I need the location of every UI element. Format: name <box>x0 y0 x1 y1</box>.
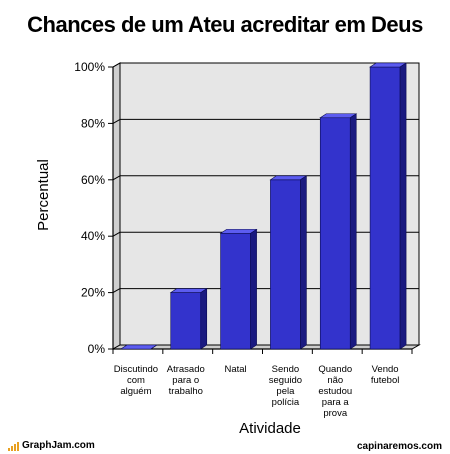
bar-front <box>170 292 202 350</box>
x-tick-label: Atrasado para o trabalho <box>167 364 205 397</box>
graphjam-bars-icon <box>8 442 19 451</box>
gridline-side <box>112 288 121 294</box>
chart-side-wall <box>112 62 121 350</box>
y-tick-label: 80% <box>81 116 105 130</box>
y-tick-label: 40% <box>81 229 105 243</box>
x-tick-label: Quando não estudou para a prova <box>318 364 352 419</box>
bar <box>219 228 258 350</box>
x-tick-label: Vendo futebol <box>371 364 400 386</box>
bar-front <box>369 66 401 350</box>
bar <box>169 288 208 350</box>
bar-side <box>200 288 208 350</box>
y-axis-title: Percentual <box>35 159 52 231</box>
x-tick-label: Sendo seguido pela polícia <box>269 364 302 408</box>
bar <box>269 175 308 350</box>
axes <box>108 66 413 354</box>
y-tick-label: 100% <box>74 60 105 74</box>
graphjam-logo[interactable]: GraphJam.com <box>8 440 95 451</box>
y-tick-label: 20% <box>81 286 105 300</box>
bar <box>369 62 408 350</box>
gridline-side <box>112 231 121 237</box>
x-tick-label: Natal <box>224 364 246 375</box>
bar-side <box>349 113 357 350</box>
gridline-side <box>112 118 121 124</box>
x-axis-title: Atividade <box>239 420 301 437</box>
bar <box>319 113 358 350</box>
bar <box>119 344 158 350</box>
bar-side <box>250 228 257 350</box>
bar-front <box>319 117 351 350</box>
bar-side <box>150 344 158 350</box>
chart-title: Chances de um Ateu acreditar em Deus <box>27 12 423 37</box>
y-tick-label: 0% <box>88 342 106 356</box>
x-tick-label: Discutindo com alguém <box>114 364 158 397</box>
bar-side <box>300 175 307 350</box>
capinaremos-link[interactable]: capinaremos.com <box>356 441 442 452</box>
bars <box>119 62 408 350</box>
gridline-side <box>112 175 121 181</box>
bar-front <box>220 233 251 350</box>
gridline-side <box>112 62 121 68</box>
graphjam-link[interactable]: GraphJam.com <box>22 440 95 451</box>
grid-lines <box>112 62 419 294</box>
y-tick-label: 60% <box>81 173 105 187</box>
bar-front <box>270 179 301 350</box>
axis-labels: 0% 20% 40% 60% 80% 100% Discutindo com alguém Atr… <box>35 60 399 437</box>
bar-side <box>399 62 407 350</box>
